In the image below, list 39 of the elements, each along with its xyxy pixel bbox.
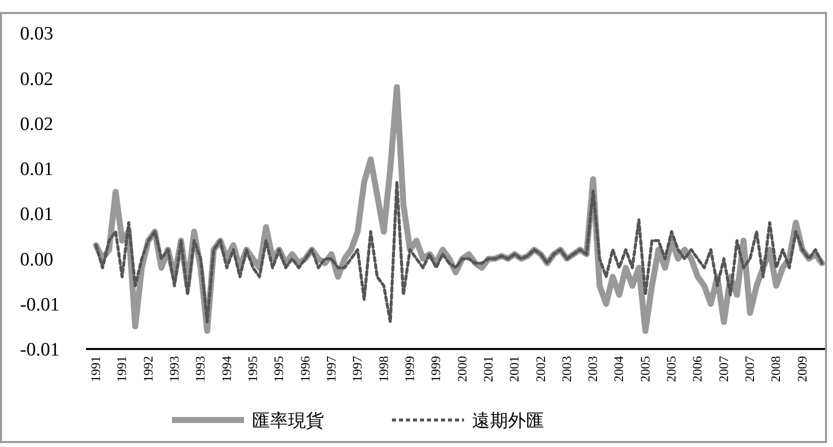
x-tick-label: 1992: [140, 356, 156, 382]
x-tick-label: 2002: [532, 356, 548, 382]
y-tick-label: -0.01: [20, 294, 60, 316]
x-tick-label: 1995: [271, 356, 286, 382]
x-tick-label: 1997: [350, 356, 365, 382]
y-tick-label: 0.01: [20, 204, 54, 226]
y-tick-label: 0.02: [20, 114, 54, 135]
legend-label: 遠期外匯: [472, 410, 544, 430]
x-tick-label: 2008: [768, 356, 784, 382]
x-tick-label: 2009: [794, 356, 810, 382]
x-tick-label: 1994: [218, 356, 234, 382]
x-tick-label: 1991: [88, 356, 103, 382]
y-tick-label: 0.02: [20, 68, 54, 90]
x-tick-label: 1993: [166, 356, 182, 382]
y-tick-label: 0.03: [20, 24, 54, 45]
x-tick-label: 1998: [376, 356, 391, 382]
x-tick-label: 1991: [114, 356, 130, 382]
legend-label: 匯率現貨: [252, 410, 324, 430]
x-tick-label: 2003: [585, 356, 600, 382]
y-tick-label: 0.01: [20, 159, 54, 180]
x-tick-label: 2004: [611, 356, 626, 382]
y-tick-label: 0.00: [20, 249, 54, 270]
y-tick-label: -0.01: [20, 340, 60, 361]
x-tick-label: 1993: [192, 356, 208, 382]
x-tick-label: 1999: [402, 356, 417, 382]
x-tick-label: 2005: [664, 356, 679, 382]
x-tick-label: 2003: [558, 356, 574, 382]
x-tick-label: 1997: [323, 356, 338, 382]
x-tick-label: 2006: [690, 356, 705, 382]
line-series: [94, 180, 824, 324]
x-tick-label: 2001: [480, 356, 496, 382]
x-tick-label: 1999: [428, 356, 444, 382]
x-tick-label: 1996: [297, 356, 312, 382]
x-tick-label: 2005: [637, 356, 652, 382]
x-tick-label: 2000: [454, 356, 470, 382]
x-tick-label: 2001: [506, 356, 522, 382]
x-tick-label: 2007: [716, 356, 731, 382]
x-tick-label: 2007: [742, 356, 758, 382]
x-tick-label: 1995: [244, 356, 260, 382]
